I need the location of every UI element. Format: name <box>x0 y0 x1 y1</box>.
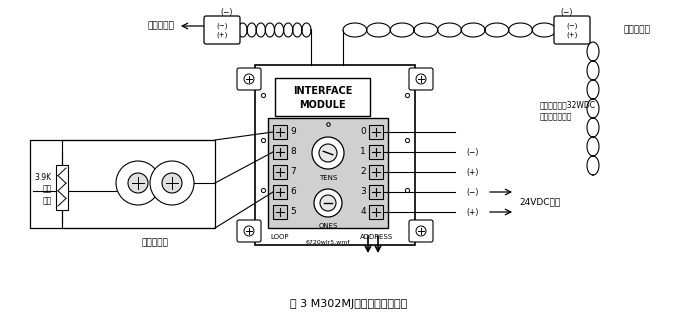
Bar <box>273 185 287 199</box>
Text: (−): (−) <box>467 187 480 197</box>
Text: (−): (−) <box>221 8 233 16</box>
Circle shape <box>150 161 194 205</box>
FancyBboxPatch shape <box>409 220 433 242</box>
Bar <box>273 145 287 159</box>
Circle shape <box>314 189 342 217</box>
Bar <box>275 78 370 116</box>
Text: 6720wlr5.wmf: 6720wlr5.wmf <box>306 240 351 245</box>
Bar <box>369 145 383 159</box>
Text: MODULE: MODULE <box>299 100 346 110</box>
Text: 前一个设备: 前一个设备 <box>623 26 650 34</box>
Circle shape <box>319 144 337 162</box>
Text: 7: 7 <box>290 167 296 177</box>
Circle shape <box>312 137 344 169</box>
Circle shape <box>320 195 336 211</box>
Bar <box>369 185 383 199</box>
FancyBboxPatch shape <box>204 16 240 44</box>
Bar <box>56 165 68 210</box>
Text: LOOP: LOOP <box>270 234 289 240</box>
FancyBboxPatch shape <box>237 220 261 242</box>
Bar <box>30 140 215 228</box>
Text: 普通探测器: 普通探测器 <box>141 238 169 247</box>
Text: TENS: TENS <box>319 175 337 181</box>
Text: 图 3 M302MJ非环形接线示意图: 图 3 M302MJ非环形接线示意图 <box>290 299 407 309</box>
Text: 电阻: 电阻 <box>43 197 52 205</box>
Text: (+): (+) <box>467 208 480 216</box>
Text: ONES: ONES <box>319 223 337 229</box>
Bar <box>369 205 383 219</box>
Text: ADDRESS: ADDRESS <box>360 234 392 240</box>
FancyBboxPatch shape <box>237 68 261 90</box>
Text: 0: 0 <box>360 127 366 137</box>
Bar <box>369 165 383 179</box>
Text: 5: 5 <box>290 208 296 216</box>
Text: (−): (−) <box>566 23 578 29</box>
Text: (−): (−) <box>467 148 480 156</box>
Text: 1: 1 <box>360 148 366 156</box>
Text: 9: 9 <box>290 127 296 137</box>
Bar <box>273 165 287 179</box>
FancyBboxPatch shape <box>409 68 433 90</box>
FancyBboxPatch shape <box>554 16 590 44</box>
Text: 终端: 终端 <box>43 185 52 193</box>
Text: (−): (−) <box>561 8 573 16</box>
Text: 3: 3 <box>360 187 366 197</box>
Text: 建议使用双绞线: 建议使用双绞线 <box>540 112 572 121</box>
Bar <box>369 125 383 139</box>
Circle shape <box>128 173 148 193</box>
Text: 6: 6 <box>290 187 296 197</box>
Text: 回路最高电压32WDC: 回路最高电压32WDC <box>540 100 596 110</box>
Text: 8: 8 <box>290 148 296 156</box>
Text: 3.9K: 3.9K <box>35 173 52 181</box>
Text: (+): (+) <box>216 32 228 38</box>
Text: 24VDC电源: 24VDC电源 <box>519 198 560 206</box>
Text: 2: 2 <box>360 167 366 177</box>
Text: 下一个设备: 下一个设备 <box>147 21 174 31</box>
Text: INTERFACE: INTERFACE <box>293 86 352 96</box>
Text: 4: 4 <box>360 208 366 216</box>
Text: (−): (−) <box>216 23 228 29</box>
Circle shape <box>116 161 160 205</box>
Bar <box>268 118 388 228</box>
Text: (+): (+) <box>467 167 480 177</box>
Text: (+): (+) <box>566 32 578 38</box>
Bar <box>273 205 287 219</box>
Bar <box>273 125 287 139</box>
Bar <box>255 65 415 245</box>
Circle shape <box>162 173 182 193</box>
